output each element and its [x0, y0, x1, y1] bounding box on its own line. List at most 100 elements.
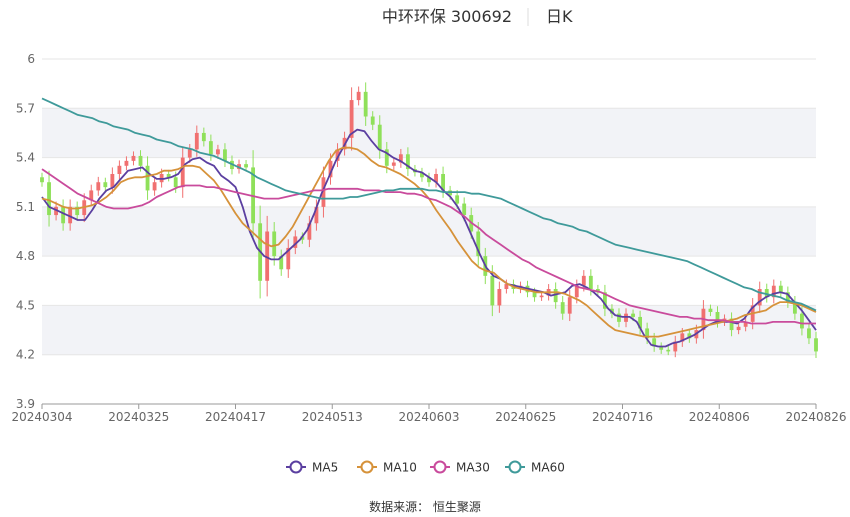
candle-body [208, 141, 213, 155]
y-tick-label: 4.5 [16, 298, 35, 312]
candle-body [307, 223, 312, 240]
candle-body [370, 116, 375, 125]
candle-body [117, 165, 122, 174]
legend-item-ma10[interactable]: MA10 [357, 460, 417, 475]
grid-bands [42, 108, 816, 355]
candle-body [187, 149, 192, 158]
candle-body [715, 312, 720, 322]
x-tick-label: 20240716 [592, 410, 653, 424]
candle-body [588, 275, 593, 289]
candle-body [617, 313, 621, 322]
candle-body [377, 124, 382, 150]
candle-body [441, 174, 445, 191]
candle-body [96, 182, 101, 191]
series-line-ma5 [41, 128, 817, 348]
candle-body [785, 292, 790, 303]
candle-body [736, 326, 741, 331]
candle-body [814, 338, 818, 352]
candle-body [279, 256, 284, 270]
candle-body [293, 236, 298, 248]
candle-body [638, 316, 643, 329]
series-line-ma30 [41, 168, 816, 325]
legend-label: MA30 [456, 461, 490, 475]
grid-band [42, 206, 816, 257]
candle-body [497, 289, 502, 306]
candle-body [673, 341, 678, 352]
x-tick-label: 20240513 [302, 410, 363, 424]
data-source: 数据来源： 恒生聚源 [369, 499, 481, 514]
legend-label: MA5 [312, 461, 338, 475]
legend-marker [433, 460, 447, 474]
x-tick-label: 20240826 [785, 410, 846, 424]
candle-body [300, 236, 305, 240]
grid-band [42, 108, 816, 158]
candle-body [152, 182, 157, 191]
x-tick-label: 20240304 [11, 410, 72, 424]
candle-body [244, 164, 248, 168]
legend-item-ma30[interactable]: MA30 [430, 460, 490, 475]
legend-item-ma60[interactable]: MA60 [505, 460, 565, 475]
chart-header: 中环环保 300692 日K [382, 7, 573, 26]
y-tick-label: 5.7 [16, 101, 35, 115]
y-tick-label: 6 [27, 52, 35, 66]
legend-marker [508, 460, 522, 474]
candle-body [687, 333, 692, 339]
y-axis: 3.9 4.2 4.5 4.8 5.1 5.4 5.7 6 [16, 52, 35, 411]
candle-body [800, 313, 804, 329]
candle-body [532, 292, 537, 298]
candle-body [61, 206, 66, 224]
candle-body [560, 302, 565, 314]
x-tick-label: 20240417 [205, 410, 266, 424]
candle-body [265, 231, 270, 281]
candle-body [757, 289, 762, 306]
candle-body [131, 155, 136, 161]
candle-body [356, 91, 361, 101]
series-line-ma60 [41, 97, 817, 312]
candle-body [778, 285, 783, 293]
candle-body [384, 149, 389, 166]
legend-label: MA10 [383, 461, 417, 475]
legend-marker [289, 460, 303, 474]
candle-body [659, 346, 664, 350]
candle-body [405, 154, 410, 170]
candle-body [145, 165, 150, 191]
legend-label: MA60 [531, 461, 565, 475]
legend-item-ma5[interactable]: MA5 [286, 460, 338, 475]
x-tick-label: 20240603 [398, 410, 459, 424]
candle-body [363, 91, 368, 117]
candle-body [708, 308, 713, 312]
candle-body [40, 177, 44, 183]
candle-body [335, 149, 340, 161]
candle-body [194, 132, 199, 150]
candle-body [391, 162, 396, 166]
period-label[interactable]: 日K [546, 7, 573, 26]
candle-body [286, 247, 291, 270]
candle-body [75, 206, 80, 216]
x-axis: 20240304 20240325 20240417 20240513 20240603… [11, 403, 847, 424]
candle-body [223, 149, 227, 161]
candle-body [581, 275, 586, 286]
candle-body [68, 206, 73, 224]
candle-body [420, 172, 424, 178]
legend[interactable]: MA5 MA10 MA30 MA60 [286, 460, 565, 475]
candle-body [490, 275, 495, 306]
y-tick-label: 5.1 [16, 200, 35, 214]
candle-body [645, 328, 650, 339]
candle-body [631, 313, 635, 317]
candle-body [476, 231, 481, 257]
candle-body [666, 349, 671, 352]
y-tick-label: 3.9 [16, 397, 35, 411]
x-tick-label: 20240806 [689, 410, 750, 424]
candle-body [807, 328, 811, 339]
candle-body [47, 182, 51, 216]
candle-body [201, 132, 206, 142]
candle-body [398, 154, 403, 163]
candle-body [680, 333, 685, 342]
x-tick-label: 20240325 [108, 410, 169, 424]
moving-average-lines [41, 97, 817, 348]
candle-body [504, 284, 509, 289]
candle-body [103, 182, 108, 188]
candle-body [539, 295, 544, 298]
candle-body [215, 149, 220, 155]
